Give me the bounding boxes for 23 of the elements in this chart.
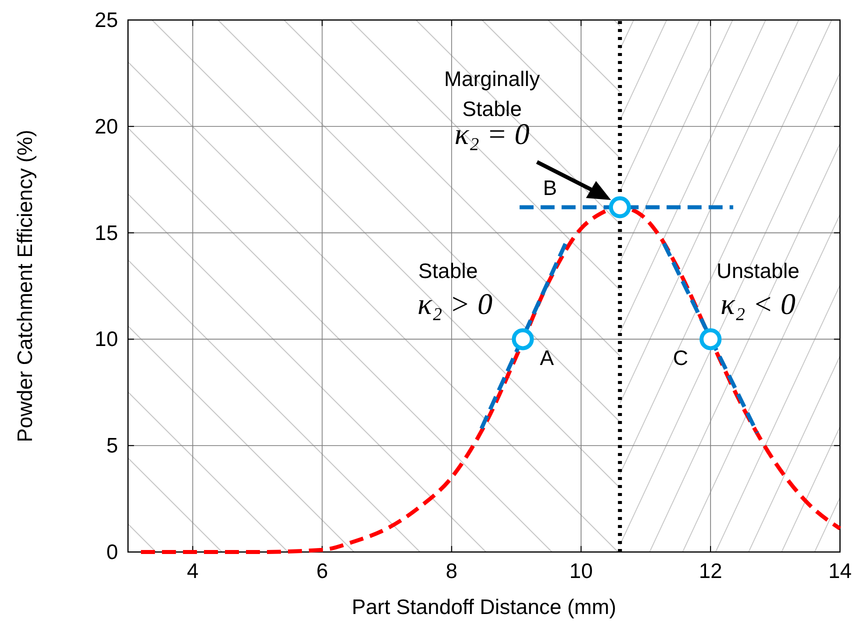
annotation: κ₂ = 0 [454, 118, 530, 151]
y-tick-label: 15 [94, 222, 118, 245]
annotation: Stable [418, 260, 478, 283]
annotation: Marginally Stable [444, 68, 540, 121]
x-axis-title: Part Standoff Distance (mm) [352, 596, 616, 619]
annotation: A [540, 347, 554, 370]
x-tick-label: 8 [446, 560, 458, 583]
y-tick-label: 25 [94, 9, 118, 32]
annotation: κ₂ > 0 [417, 288, 493, 321]
annotation: κ₂ < 0 [720, 288, 796, 321]
y-tick-label: 20 [94, 115, 118, 138]
x-tick-label: 6 [316, 560, 328, 583]
annotation: B [542, 177, 558, 200]
y-axis-title: Powder Catchment Efficiency (%) [14, 130, 37, 442]
y-tick-label: 10 [94, 328, 118, 352]
y-tick-label: 5 [106, 434, 118, 458]
x-tick-label: 10 [569, 560, 593, 583]
annotation: Unstable [716, 260, 800, 283]
x-tick-label: 12 [698, 560, 722, 583]
x-tick-label: 4 [186, 560, 199, 583]
x-tick-label: 14 [828, 560, 852, 583]
annotation: C [672, 347, 688, 370]
y-tick-label: 0 [106, 541, 118, 564]
